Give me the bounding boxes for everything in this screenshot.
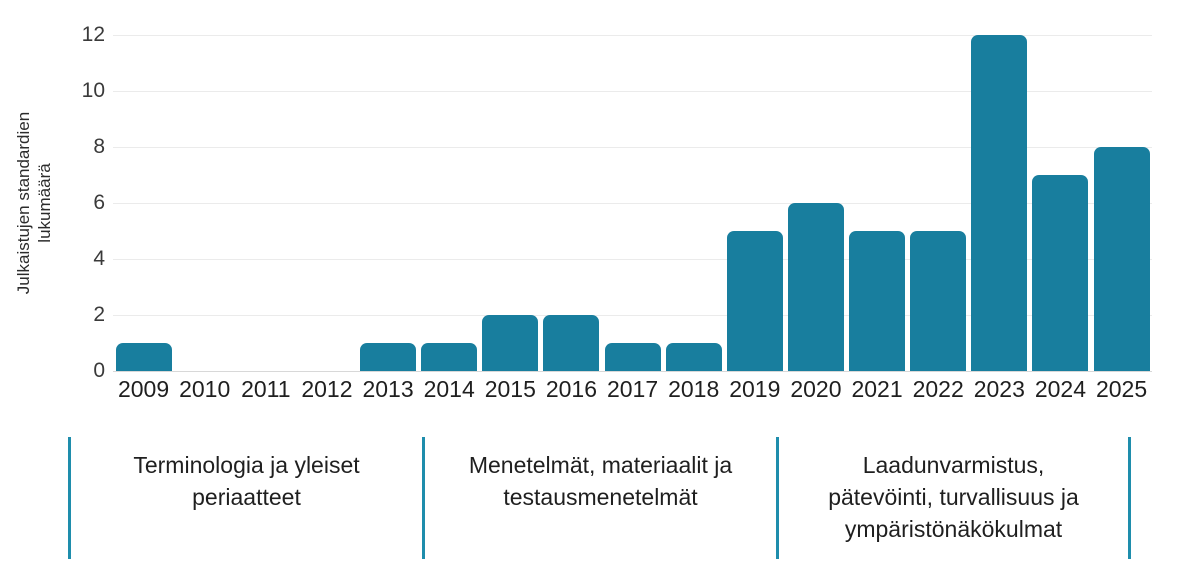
category-group-label-line: periaatteet xyxy=(192,484,301,510)
gridline xyxy=(113,203,1152,204)
gridline xyxy=(113,147,1152,148)
bar-slot xyxy=(1030,35,1091,371)
category-group-label: Laadunvarmistus, pätevöinti, turvallisuus… xyxy=(779,449,1128,545)
y-axis-tick-label: 2 xyxy=(93,303,105,326)
bar-slot xyxy=(724,35,785,371)
bar-series xyxy=(113,35,1152,371)
bar-2018 xyxy=(665,343,722,371)
category-group-label-line: pätevöinti, turvallisuus ja xyxy=(828,484,1079,510)
bar-slot xyxy=(1091,35,1152,371)
bar-slot xyxy=(847,35,908,371)
category-divider xyxy=(422,437,425,559)
category-group-label-line: ympäristönäkökulmat xyxy=(844,516,1063,542)
bar-slot xyxy=(785,35,846,371)
x-axis-tick-label: 2020 xyxy=(790,376,842,402)
x-axis-tick-label: 2013 xyxy=(362,376,414,402)
x-axis-tick-label: 2018 xyxy=(668,376,720,402)
bar-slot xyxy=(663,35,724,371)
x-axis-tick-label: 2025 xyxy=(1095,376,1148,402)
category-group-label: Menetelmät, materiaalit ja testausmenetel… xyxy=(425,449,776,513)
x-axis-tick-label: 2016 xyxy=(545,376,598,402)
bar-slot xyxy=(113,35,174,371)
x-axis-baseline xyxy=(113,371,1152,372)
bar-2024 xyxy=(1032,175,1089,371)
bar-slot xyxy=(358,35,419,371)
gridline xyxy=(113,259,1152,260)
x-axis-tick-label: 2019 xyxy=(729,376,781,402)
bar-slot xyxy=(480,35,541,371)
plot-area xyxy=(113,35,1152,372)
x-axis-tick-label: 2021 xyxy=(851,376,903,402)
x-axis-tick-label: 2017 xyxy=(606,376,659,402)
bar-slot xyxy=(419,35,480,371)
x-axis-tick-label: 2011 xyxy=(241,376,291,402)
x-axis-tick-label: 2012 xyxy=(301,376,353,402)
category-group-label-line: testausmenetelmät xyxy=(503,484,698,510)
category-divider xyxy=(776,437,779,559)
x-axis-tick-label: 2009 xyxy=(117,376,170,402)
category-group-label-line: Laadunvarmistus, xyxy=(862,452,1045,478)
x-axis-tick-label: 2024 xyxy=(1034,376,1087,402)
category-group-label: Terminologia ja yleiset periaatteet xyxy=(71,449,422,513)
bar-2023 xyxy=(971,35,1028,371)
x-axis-tick-labels: 2009 2010 2011 2012 2013 2014 2015 2016 2017 2018… xyxy=(113,375,1152,403)
bar-2009 xyxy=(115,343,172,371)
gridline xyxy=(113,91,1152,92)
category-group-label-line: Terminologia ja yleiset xyxy=(133,452,360,478)
x-axis-tick-label: 2010 xyxy=(179,376,231,402)
bar-2016 xyxy=(543,315,600,371)
bar-2014 xyxy=(421,343,478,371)
y-axis-tick-label: 4 xyxy=(93,247,105,270)
x-axis-tick-label: 2022 xyxy=(912,376,964,402)
bar-2020 xyxy=(787,203,844,371)
bar-2019 xyxy=(726,231,783,371)
y-axis-tick-label: 6 xyxy=(93,191,105,214)
x-axis-tick-label: 2015 xyxy=(484,376,536,402)
bar-2021 xyxy=(849,231,906,371)
bar-slot xyxy=(602,35,663,371)
y-axis-tick-label: 0 xyxy=(93,359,105,382)
bar-2017 xyxy=(604,343,661,371)
bar-2015 xyxy=(482,315,539,371)
bar-2025 xyxy=(1093,147,1150,371)
x-axis-tick-label: 2023 xyxy=(973,376,1025,402)
gridline xyxy=(113,35,1152,36)
gridline xyxy=(113,315,1152,316)
category-group-label-line: Menetelmät, materiaalit ja xyxy=(468,452,733,478)
y-axis-tick-label: 8 xyxy=(93,135,105,158)
x-axis-tick-label: 2014 xyxy=(423,376,475,402)
bar-slot xyxy=(541,35,602,371)
bar-2022 xyxy=(910,231,967,371)
bar-2013 xyxy=(360,343,417,371)
category-divider xyxy=(68,437,71,559)
category-divider xyxy=(1128,437,1131,559)
bar-slot xyxy=(969,35,1030,371)
bar-slot xyxy=(908,35,969,371)
y-axis-tick-label: 12 xyxy=(81,23,105,46)
y-axis-tick-label: 10 xyxy=(81,79,105,102)
